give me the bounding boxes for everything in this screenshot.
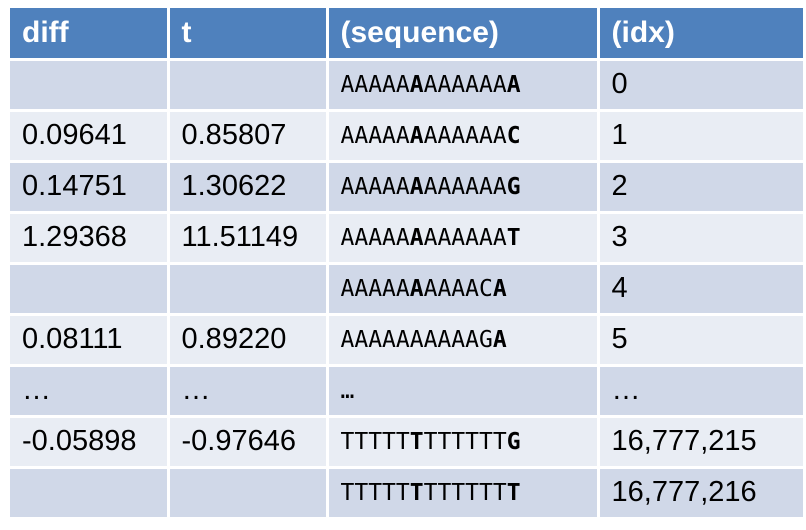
table-header-row: diff t (sequence) (idx) — [10, 8, 803, 61]
cell-t — [168, 59, 329, 112]
seq-middle-bold: A — [409, 224, 424, 251]
cell-idx: 16,777,215 — [598, 416, 803, 469]
table-row: 0.14751 1.30622 AAAAAAAAAAAAG 2 — [10, 161, 803, 214]
table-row: 0.08111 0.89220 AAAAAAAAAAGA 5 — [10, 314, 803, 367]
seq-middle-bold: T — [409, 428, 424, 455]
seq-suffix: TTTTTT — [423, 428, 507, 455]
data-table-container: diff t (sequence) (idx) AAAAAAAAAAAAA 0 … — [10, 8, 803, 520]
seq-prefix: AAAAA — [340, 275, 410, 302]
table-row: AAAAAAAAAACA 4 — [10, 263, 803, 316]
seq-prefix: AAAAAAAAAAG — [340, 326, 493, 353]
seq-middle-bold: A — [409, 71, 424, 98]
cell-idx: 1 — [598, 110, 803, 163]
cell-sequence: AAAAAAAAAAAAC — [327, 110, 600, 163]
cell-idx: 3 — [598, 212, 803, 265]
cell-t: -0.97646 — [168, 416, 329, 469]
seq-suffix: AAAAAA — [423, 224, 507, 251]
seq-suffix: TTTTTT — [423, 479, 507, 506]
seq-last-bold: A — [492, 275, 507, 302]
seq-last-bold: T — [506, 479, 521, 506]
header-t: t — [168, 8, 329, 61]
seq-prefix: AAAAA — [340, 224, 410, 251]
header-idx: (idx) — [598, 8, 803, 61]
cell-sequence: AAAAAAAAAAAAG — [327, 161, 600, 214]
seq-prefix: … — [340, 377, 355, 404]
cell-idx: … — [598, 365, 803, 418]
cell-sequence: TTTTTTTTTTTTG — [327, 416, 600, 469]
seq-last-bold: G — [506, 428, 521, 455]
table-row: AAAAAAAAAAAAA 0 — [10, 59, 803, 112]
cell-idx: 5 — [598, 314, 803, 367]
seq-prefix: AAAAA — [340, 71, 410, 98]
seq-middle-bold: T — [409, 479, 424, 506]
cell-diff: 0.14751 — [10, 161, 170, 214]
cell-sequence: AAAAAAAAAAAAA — [327, 59, 600, 112]
table-row: … … … … — [10, 365, 803, 418]
cell-t: 0.89220 — [168, 314, 329, 367]
seq-middle-bold: A — [409, 122, 424, 149]
table-row: TTTTTTTTTTTTT 16,777,216 — [10, 467, 803, 520]
cell-diff: 0.09641 — [10, 110, 170, 163]
table-row: 0.09641 0.85807 AAAAAAAAAAAAC 1 — [10, 110, 803, 163]
seq-suffix: AAAAAA — [423, 71, 507, 98]
seq-suffix: AAAAC — [423, 275, 493, 302]
cell-diff: 0.08111 — [10, 314, 170, 367]
cell-idx: 4 — [598, 263, 803, 316]
cell-t: 0.85807 — [168, 110, 329, 163]
cell-t — [168, 263, 329, 316]
cell-diff: -0.05898 — [10, 416, 170, 469]
cell-idx: 16,777,216 — [598, 467, 803, 520]
cell-t: 1.30622 — [168, 161, 329, 214]
seq-last-bold: G — [506, 173, 521, 200]
seq-last-bold: A — [506, 71, 521, 98]
cell-sequence: AAAAAAAAAACA — [327, 263, 600, 316]
seq-suffix: AAAAAA — [423, 122, 507, 149]
seq-prefix: TTTTT — [340, 428, 410, 455]
cell-diff: 1.29368 — [10, 212, 170, 265]
sequence-table: diff t (sequence) (idx) AAAAAAAAAAAAA 0 … — [10, 8, 803, 520]
seq-middle-bold: A — [409, 275, 424, 302]
cell-diff — [10, 467, 170, 520]
cell-t — [168, 467, 329, 520]
seq-prefix: AAAAA — [340, 173, 410, 200]
seq-last-bold: T — [506, 224, 521, 251]
cell-diff — [10, 59, 170, 112]
cell-idx: 2 — [598, 161, 803, 214]
seq-prefix: AAAAA — [340, 122, 410, 149]
cell-diff — [10, 263, 170, 316]
header-sequence: (sequence) — [327, 8, 600, 61]
cell-idx: 0 — [598, 59, 803, 112]
table-row: 1.29368 11.51149 AAAAAAAAAAAAT 3 — [10, 212, 803, 265]
cell-sequence: AAAAAAAAAAAAT — [327, 212, 600, 265]
header-diff: diff — [10, 8, 170, 61]
cell-sequence: … — [327, 365, 600, 418]
cell-sequence: AAAAAAAAAAGA — [327, 314, 600, 367]
seq-last-bold: A — [492, 326, 507, 353]
seq-suffix: AAAAAA — [423, 173, 507, 200]
cell-t: 11.51149 — [168, 212, 329, 265]
cell-diff: … — [10, 365, 170, 418]
seq-prefix: TTTTT — [340, 479, 410, 506]
table-row: -0.05898 -0.97646 TTTTTTTTTTTTG 16,777,2… — [10, 416, 803, 469]
cell-t: … — [168, 365, 329, 418]
seq-middle-bold: A — [409, 173, 424, 200]
cell-sequence: TTTTTTTTTTTTT — [327, 467, 600, 520]
seq-last-bold: C — [506, 122, 521, 149]
